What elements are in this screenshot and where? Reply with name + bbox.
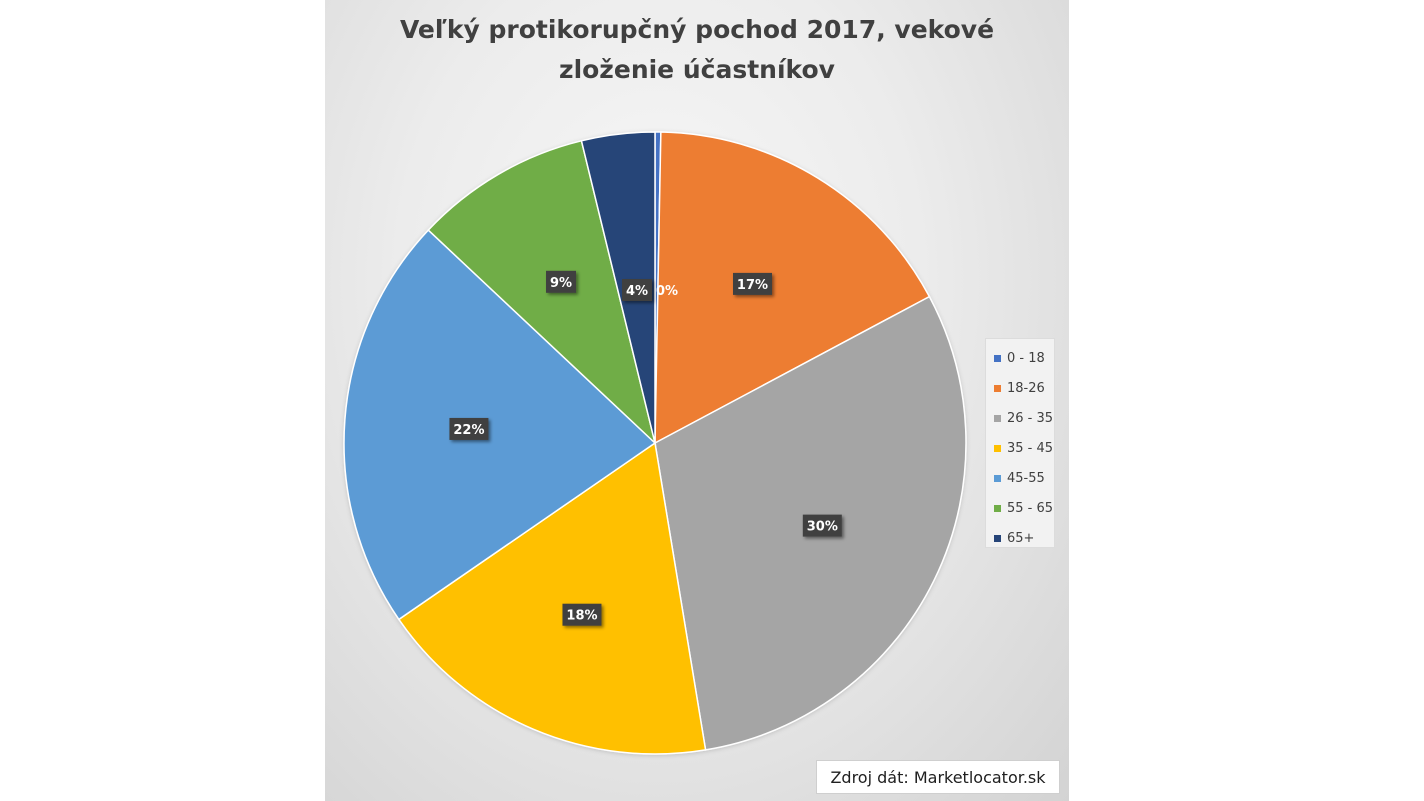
legend-item-5: 55 - 65 [994, 493, 1054, 523]
chart-title: Veľký protikorupčný pochod 2017, vekové … [325, 10, 1069, 90]
chart-title-line-1: Veľký protikorupčný pochod 2017, vekové [399, 15, 995, 44]
legend-swatch-2 [994, 414, 1001, 422]
pie-slice-1 [654, 131, 931, 445]
pie-slice-5 [427, 139, 657, 446]
legend-label-3: 35 - 45 [1007, 440, 1054, 456]
pie-data-label-box-1 [732, 272, 772, 295]
legend-label-1: 18-26 [1007, 380, 1045, 396]
chart-area: Veľký protikorupčný pochod 2017, vekové … [325, 0, 1069, 801]
legend-item-2: 26 - 35 [994, 403, 1054, 433]
pie-data-label-text-4: 22% [453, 423, 484, 438]
pie-data-label-1: 17% [732, 272, 772, 295]
legend-swatch-0 [994, 354, 1001, 362]
pie-data-label-text-3: 18% [566, 609, 597, 624]
pie-data-label-5: 9% [546, 270, 577, 293]
legend-swatch-1 [994, 384, 1001, 392]
pie-slices [343, 131, 967, 755]
pie-data-label-text-1: 17% [737, 278, 768, 293]
pie-data-labels: 0% 17% 30% 18% 22% 9% 4% [449, 270, 842, 626]
legend-item-0: 0 - 18 [994, 343, 1054, 373]
chart-legend: 0 - 18 18-26 26 - 35 35 - 45 45-55 55 - 65 65+ [985, 338, 1055, 548]
pie-data-label-text-2: 30% [807, 520, 838, 535]
legend-swatch-4 [994, 474, 1001, 482]
source-note: Zdroj dát: Marketlocator.sk [816, 760, 1060, 794]
pie-slice-6 [580, 131, 656, 444]
pie-data-label-box-4 [449, 417, 489, 440]
pie-chart: 0% 17% 30% 18% 22% 9% 4% [343, 131, 967, 755]
legend-label-0: 0 - 18 [1007, 350, 1045, 366]
pie-data-label-3: 18% [562, 603, 602, 626]
pie-data-label-6: 4% [622, 279, 652, 301]
pie-slice-3 [397, 441, 707, 755]
pie-data-label-2: 30% [802, 514, 842, 537]
legend-swatch-6 [994, 534, 1001, 542]
legend-swatch-3 [994, 444, 1001, 452]
pie-data-label-box-2 [802, 514, 842, 537]
legend-label-4: 45-55 [1007, 470, 1045, 486]
pie-data-label-box-3 [562, 603, 602, 626]
pie-data-label-text-0: 0% [656, 284, 678, 299]
pie-data-label-0: 0% [656, 284, 678, 299]
pie-data-label-box-6 [622, 279, 652, 301]
pie-data-label-text-5: 9% [550, 276, 572, 291]
legend-item-4: 45-55 [994, 463, 1054, 493]
legend-item-3: 35 - 45 [994, 433, 1054, 463]
legend-item-6: 65+ [994, 523, 1054, 553]
pie-data-label-4: 22% [449, 417, 489, 440]
legend-label-5: 55 - 65 [1007, 500, 1054, 516]
pie-data-label-text-6: 4% [626, 284, 648, 299]
legend-label-2: 26 - 35 [1007, 410, 1054, 426]
pie-data-label-box-5 [546, 270, 577, 293]
pie-slice-4 [343, 229, 657, 621]
legend-swatch-5 [994, 504, 1001, 512]
legend-item-1: 18-26 [994, 373, 1054, 403]
chart-title-line-2: zloženie účastníkov [559, 55, 835, 84]
legend-label-6: 65+ [1007, 530, 1035, 546]
